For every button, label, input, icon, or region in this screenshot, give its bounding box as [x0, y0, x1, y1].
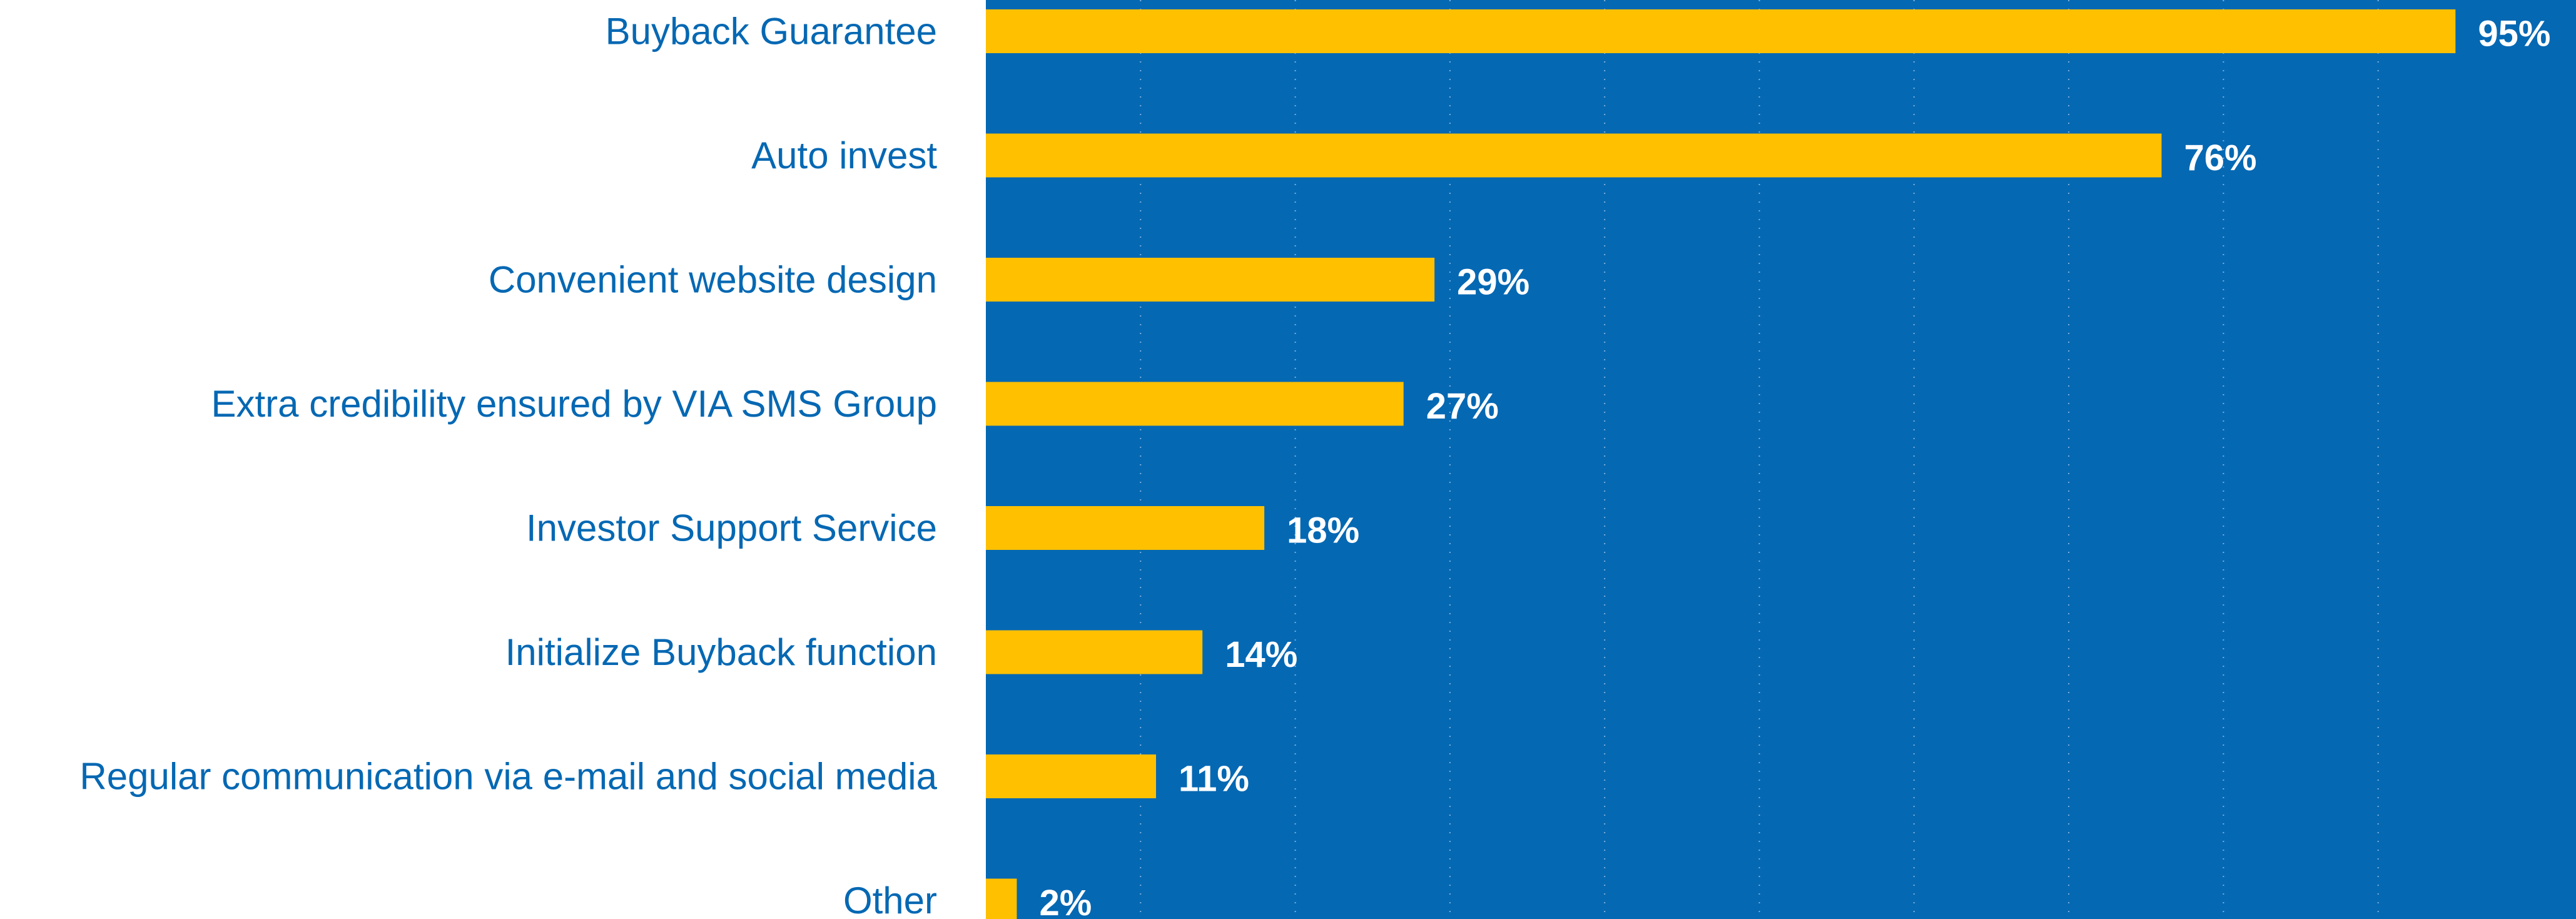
- category-label-2: Convenient website design: [489, 259, 937, 301]
- category-label-7: Other: [843, 880, 937, 919]
- bars: [986, 9, 2456, 919]
- value-label-4: 18%: [1287, 510, 1359, 551]
- value-label-6: 11%: [1179, 759, 1249, 800]
- bar-6: [986, 754, 1157, 798]
- value-label-3: 27%: [1426, 386, 1499, 427]
- bar-4: [986, 506, 1265, 550]
- value-label-2: 29%: [1457, 262, 1529, 303]
- value-label-1: 76%: [2184, 138, 2256, 178]
- category-label-4: Investor Support Service: [526, 507, 937, 549]
- value-label-5: 14%: [1225, 634, 1297, 675]
- labels: Buyback Guarantee 95% Auto invest 76% Conven…: [79, 11, 2550, 919]
- category-label-6: Regular communication via e-mail and soc…: [79, 756, 937, 798]
- value-label-0: 95%: [2478, 14, 2550, 54]
- category-label-0: Buyback Guarantee: [606, 11, 937, 53]
- bar-5: [986, 630, 1203, 674]
- bar-2: [986, 258, 1435, 302]
- bar-3: [986, 382, 1404, 426]
- bar-7: [986, 878, 1017, 919]
- bar-0: [986, 9, 2456, 53]
- category-label-3: Extra credibility ensured by VIA SMS Gro…: [211, 383, 937, 425]
- category-label-1: Auto invest: [751, 135, 937, 176]
- category-label-5: Initialize Buyback function: [505, 631, 937, 673]
- value-label-7: 2%: [1039, 883, 1092, 919]
- bar-1: [986, 133, 2162, 178]
